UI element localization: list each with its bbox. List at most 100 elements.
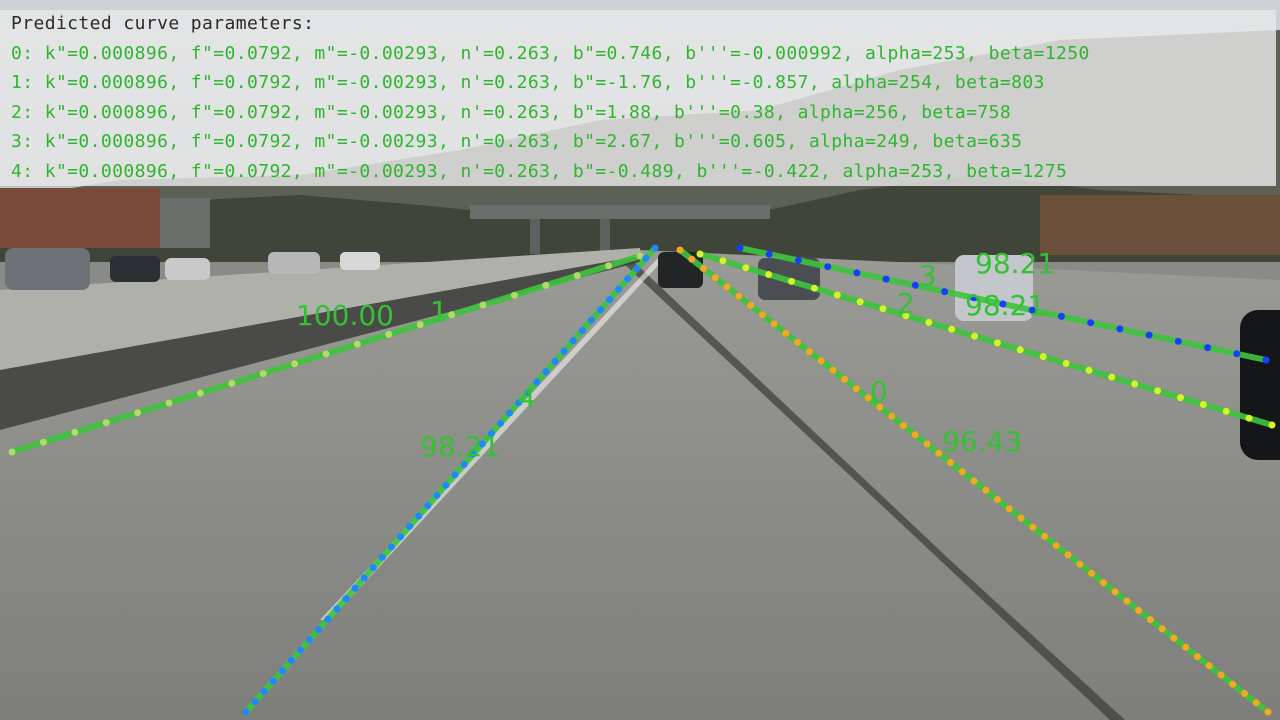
- lane-score-label-0: 96.43: [942, 425, 1023, 458]
- lane-score-label-1: 100.00: [296, 299, 394, 332]
- lane-point-0: [1099, 579, 1107, 587]
- lane-point-2: [1108, 373, 1116, 381]
- lane-point-3: [1028, 306, 1036, 314]
- car: [110, 256, 160, 282]
- road-surface: [0, 250, 1280, 720]
- lane-score-label-3: 98.21: [975, 247, 1056, 280]
- lane-point-4: [242, 708, 250, 716]
- lane-point-1: [353, 340, 361, 348]
- lane-point-2: [742, 264, 750, 272]
- lane-point-4: [351, 584, 359, 592]
- overpass: [470, 205, 770, 219]
- lane-point-4: [560, 347, 568, 355]
- lane-point-3: [1233, 350, 1241, 358]
- building-right: [1040, 195, 1280, 255]
- lane-point-4: [297, 646, 304, 654]
- lane-point-0: [1017, 514, 1025, 522]
- lane-point-0: [1005, 505, 1013, 513]
- lane-point-0: [758, 311, 766, 319]
- lane-point-3: [736, 244, 744, 252]
- lane-point-2: [765, 271, 773, 278]
- lane-point-4: [578, 327, 586, 334]
- lane-point-4: [287, 656, 295, 664]
- lane-point-1: [510, 291, 518, 299]
- lane-point-0: [1076, 560, 1084, 568]
- lane-point-4: [624, 275, 632, 283]
- lane-point-3: [941, 288, 949, 296]
- lane-point-3: [1262, 356, 1270, 364]
- lane-point-4: [651, 244, 659, 252]
- lane-point-0: [852, 385, 860, 393]
- lane-point-0: [1170, 634, 1178, 642]
- car: [5, 248, 90, 290]
- lane-point-0: [829, 366, 837, 374]
- lane-id-label-1: 1: [430, 295, 448, 328]
- lane-point-2: [719, 257, 727, 265]
- lane-point-1: [291, 360, 299, 368]
- lane-point-4: [315, 626, 323, 633]
- lane-point-0: [1064, 551, 1072, 559]
- lane-point-3: [824, 263, 832, 271]
- lane-point-2: [810, 284, 818, 292]
- car: [268, 252, 320, 274]
- lane-point-1: [605, 262, 613, 270]
- lane-point-2: [788, 277, 795, 285]
- lane-point-4: [515, 399, 523, 407]
- lane-point-0: [1182, 643, 1190, 651]
- lane-point-0: [1123, 597, 1131, 605]
- lane-point-0: [1041, 532, 1049, 540]
- lane-point-1: [165, 399, 173, 407]
- panel-title: Predicted curve parameters:: [11, 13, 315, 34]
- lane-point-1: [542, 281, 550, 289]
- lane-point-0: [970, 477, 978, 485]
- curve-parameters-panel: Predicted curve parameters: 0: k"=0.0008…: [0, 10, 1276, 186]
- lane-point-2: [879, 305, 887, 313]
- lane-point-0: [805, 348, 813, 356]
- lane-point-0: [735, 292, 743, 300]
- lane-point-4: [360, 574, 368, 582]
- lane-point-4: [378, 553, 386, 561]
- lane-point-1: [71, 428, 79, 436]
- lane-point-4: [424, 502, 432, 510]
- lane-point-0: [1052, 542, 1060, 550]
- lane-point-1: [228, 379, 236, 387]
- lane-point-0: [770, 320, 778, 328]
- lane-point-4: [478, 440, 486, 448]
- lane-point-0: [888, 412, 896, 420]
- lane-point-0: [1158, 625, 1166, 633]
- lane-point-4: [442, 481, 450, 489]
- lane-point-0: [1193, 653, 1201, 661]
- car: [340, 252, 380, 270]
- lane-score-label-2: 98.21: [965, 289, 1046, 322]
- lane-point-3: [1087, 319, 1095, 327]
- car: [165, 258, 210, 280]
- lane-point-0: [911, 431, 919, 439]
- lane-point-4: [587, 316, 595, 324]
- lane-point-4: [342, 595, 350, 603]
- median-barrier: [0, 248, 640, 370]
- overpass-pillar: [600, 219, 610, 254]
- lane-point-4: [278, 667, 286, 675]
- lane-point-0: [841, 375, 849, 383]
- lane-point-0: [1241, 690, 1248, 697]
- curve-param-line-4: 4: k"=0.000896, f"=0.0792, m"=-0.00293, …: [11, 161, 1068, 182]
- lane-point-3: [765, 250, 773, 258]
- lane-point-2: [1245, 414, 1253, 422]
- lane-point-4: [542, 368, 550, 376]
- lane-id-label-3: 3: [919, 259, 937, 292]
- lane-point-0: [994, 496, 1001, 503]
- lane-point-4: [551, 357, 559, 365]
- curve-param-line-3: 3: k"=0.000896, f"=0.0792, m"=-0.00293, …: [11, 131, 1023, 152]
- lane-point-0: [1229, 680, 1237, 688]
- lane-point-1: [636, 252, 644, 260]
- lane-curve-2: [697, 251, 1275, 428]
- lane-point-4: [524, 388, 532, 396]
- lane-point-4: [251, 698, 259, 706]
- lane-point-0: [899, 422, 907, 430]
- lane-point-0: [782, 329, 790, 337]
- lane-point-2: [856, 298, 864, 306]
- lane-point-0: [1264, 708, 1272, 716]
- lane-point-0: [747, 301, 755, 309]
- lane-point-4: [633, 265, 641, 273]
